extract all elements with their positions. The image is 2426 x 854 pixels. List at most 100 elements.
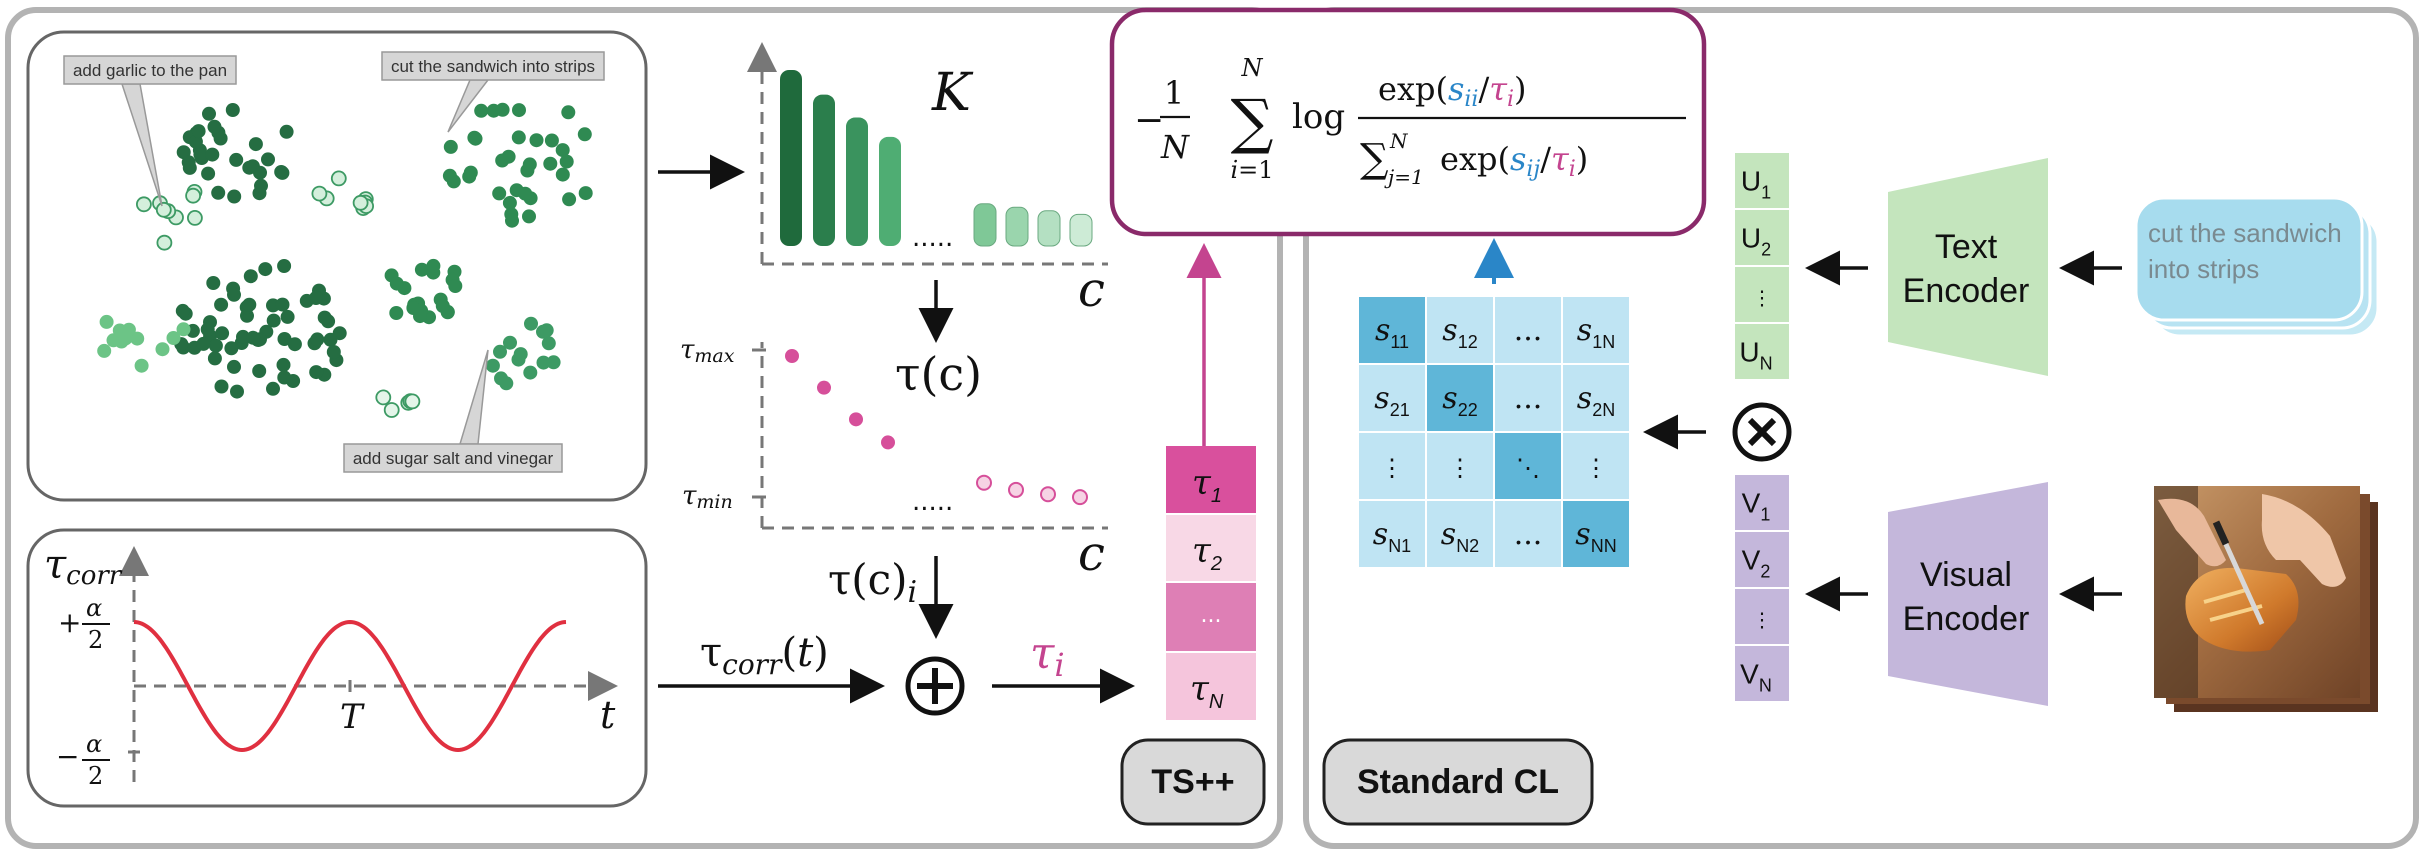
svg-text:j=1: j=1 xyxy=(1384,165,1424,189)
histogram-k-label: K xyxy=(931,63,974,123)
cluster-point xyxy=(258,262,273,277)
cluster-point xyxy=(524,316,538,331)
temperature-point xyxy=(817,380,831,395)
cosine-curve xyxy=(133,619,567,753)
matrix-cell-label: sN2 xyxy=(1441,517,1479,556)
matrix-cell xyxy=(1425,431,1495,501)
cluster-point xyxy=(227,359,241,374)
cluster-point xyxy=(414,262,429,277)
tau-stack-3 xyxy=(1166,582,1256,652)
temperature-ellipsis: ..... xyxy=(912,487,953,517)
cluster-point xyxy=(442,168,457,183)
embedding-cell xyxy=(1733,530,1791,589)
cluster-point xyxy=(474,103,489,118)
standard-cl-text: Standard CL xyxy=(1357,763,1559,801)
matrix-cell xyxy=(1561,363,1631,433)
text-encoder: Text Encoder xyxy=(1888,158,2048,376)
histogram-bar xyxy=(1037,210,1061,247)
temperature-point xyxy=(785,349,799,363)
cluster-point xyxy=(495,102,510,117)
svg-text:log: log xyxy=(1292,97,1345,137)
cosine-box xyxy=(26,528,648,808)
cluster-point xyxy=(536,355,551,370)
matrix-cell-label: sN1 xyxy=(1373,517,1411,556)
cluster-point xyxy=(523,365,538,380)
cluster-point xyxy=(254,178,268,193)
matrix-cell-label: s1N xyxy=(1577,313,1615,352)
histogram-bar xyxy=(813,94,835,246)
cluster-point xyxy=(309,365,324,380)
cluster-point xyxy=(200,322,215,337)
cluster-point xyxy=(503,335,517,350)
cluster-point xyxy=(214,379,229,394)
svg-text:N: N xyxy=(1241,54,1264,82)
cluster-point xyxy=(577,127,592,142)
text-input-line1: cut the sandwich xyxy=(2148,218,2342,248)
cluster-point xyxy=(555,167,570,182)
cluster-point xyxy=(156,234,173,251)
matrix-cell-label: ⋮ xyxy=(1380,454,1404,482)
matrix-cell xyxy=(1425,295,1495,365)
formula-box xyxy=(1109,7,1707,237)
cluster-point xyxy=(175,303,190,318)
matrix-cell-label: sNN xyxy=(1575,517,1616,556)
t-label: t xyxy=(600,693,616,737)
cluster-point xyxy=(277,259,292,273)
text-encoder-line2: Encoder xyxy=(1903,272,2030,310)
cluster-point xyxy=(229,152,244,167)
cluster-point xyxy=(206,276,221,290)
matrix-cell xyxy=(1561,295,1631,365)
cluster-point xyxy=(383,402,400,418)
matrix-cell-label: s2N xyxy=(1577,381,1615,420)
cluster-point xyxy=(236,329,250,344)
cluster-point xyxy=(536,324,550,339)
cluster-point xyxy=(134,358,149,373)
temperature-point xyxy=(976,474,992,491)
cluster-point xyxy=(502,195,517,210)
matrix-cell-label: s12 xyxy=(1442,313,1477,352)
cluster-point xyxy=(224,341,239,356)
cluster-point xyxy=(243,269,258,284)
cluster-point xyxy=(205,147,220,162)
visual-encoder-line1: Visual xyxy=(1920,556,2012,594)
cluster-point xyxy=(493,344,507,359)
cluster-point xyxy=(286,374,301,388)
temperature-point xyxy=(1072,489,1088,506)
cluster-point xyxy=(546,355,561,370)
matrix-cell-label: ... xyxy=(1514,517,1543,552)
multiply-operator-icon xyxy=(1732,402,1792,462)
matrix-cell-label: s11 xyxy=(1375,313,1409,352)
ts-plus-plus-badge: TS++ xyxy=(1120,738,1266,826)
histogram-bar xyxy=(1005,206,1029,247)
visual-encoder-line2: Encoder xyxy=(1903,600,2030,638)
cluster-point xyxy=(375,389,392,406)
svg-text:1: 1 xyxy=(1164,74,1184,112)
histogram-bar xyxy=(780,70,802,246)
cluster-point xyxy=(317,310,332,325)
cluster-points xyxy=(97,102,593,418)
histogram-bars xyxy=(780,70,1093,247)
cluster-point xyxy=(279,124,294,139)
temperature-point xyxy=(1008,481,1024,498)
cluster-point xyxy=(513,347,528,362)
cluster-point xyxy=(266,381,280,396)
tau-stack: τ1 τ2 ... τN xyxy=(1166,446,1256,720)
standard-cl-badge: Standard CL xyxy=(1322,738,1594,826)
svg-text:α: α xyxy=(86,594,102,622)
temperature-chart: τmax τmin ..... c xyxy=(680,335,1108,582)
matrix-cell xyxy=(1357,295,1427,365)
temperature-point xyxy=(881,435,895,450)
cluster-point xyxy=(578,186,593,201)
cluster-point xyxy=(499,376,514,391)
embedding-cell xyxy=(1733,151,1791,210)
cluster-point xyxy=(522,157,537,172)
cluster-point xyxy=(242,160,257,175)
cluster-point xyxy=(185,187,202,204)
cluster-point xyxy=(310,332,325,347)
temperature-point xyxy=(1040,486,1056,503)
histogram-bar xyxy=(973,203,997,247)
callout-sugar-text: add sugar salt and vinegar xyxy=(353,449,554,468)
callout-garlic-text: add garlic to the pan xyxy=(73,61,227,80)
matrix-cell-label: ⋮ xyxy=(1448,454,1472,482)
